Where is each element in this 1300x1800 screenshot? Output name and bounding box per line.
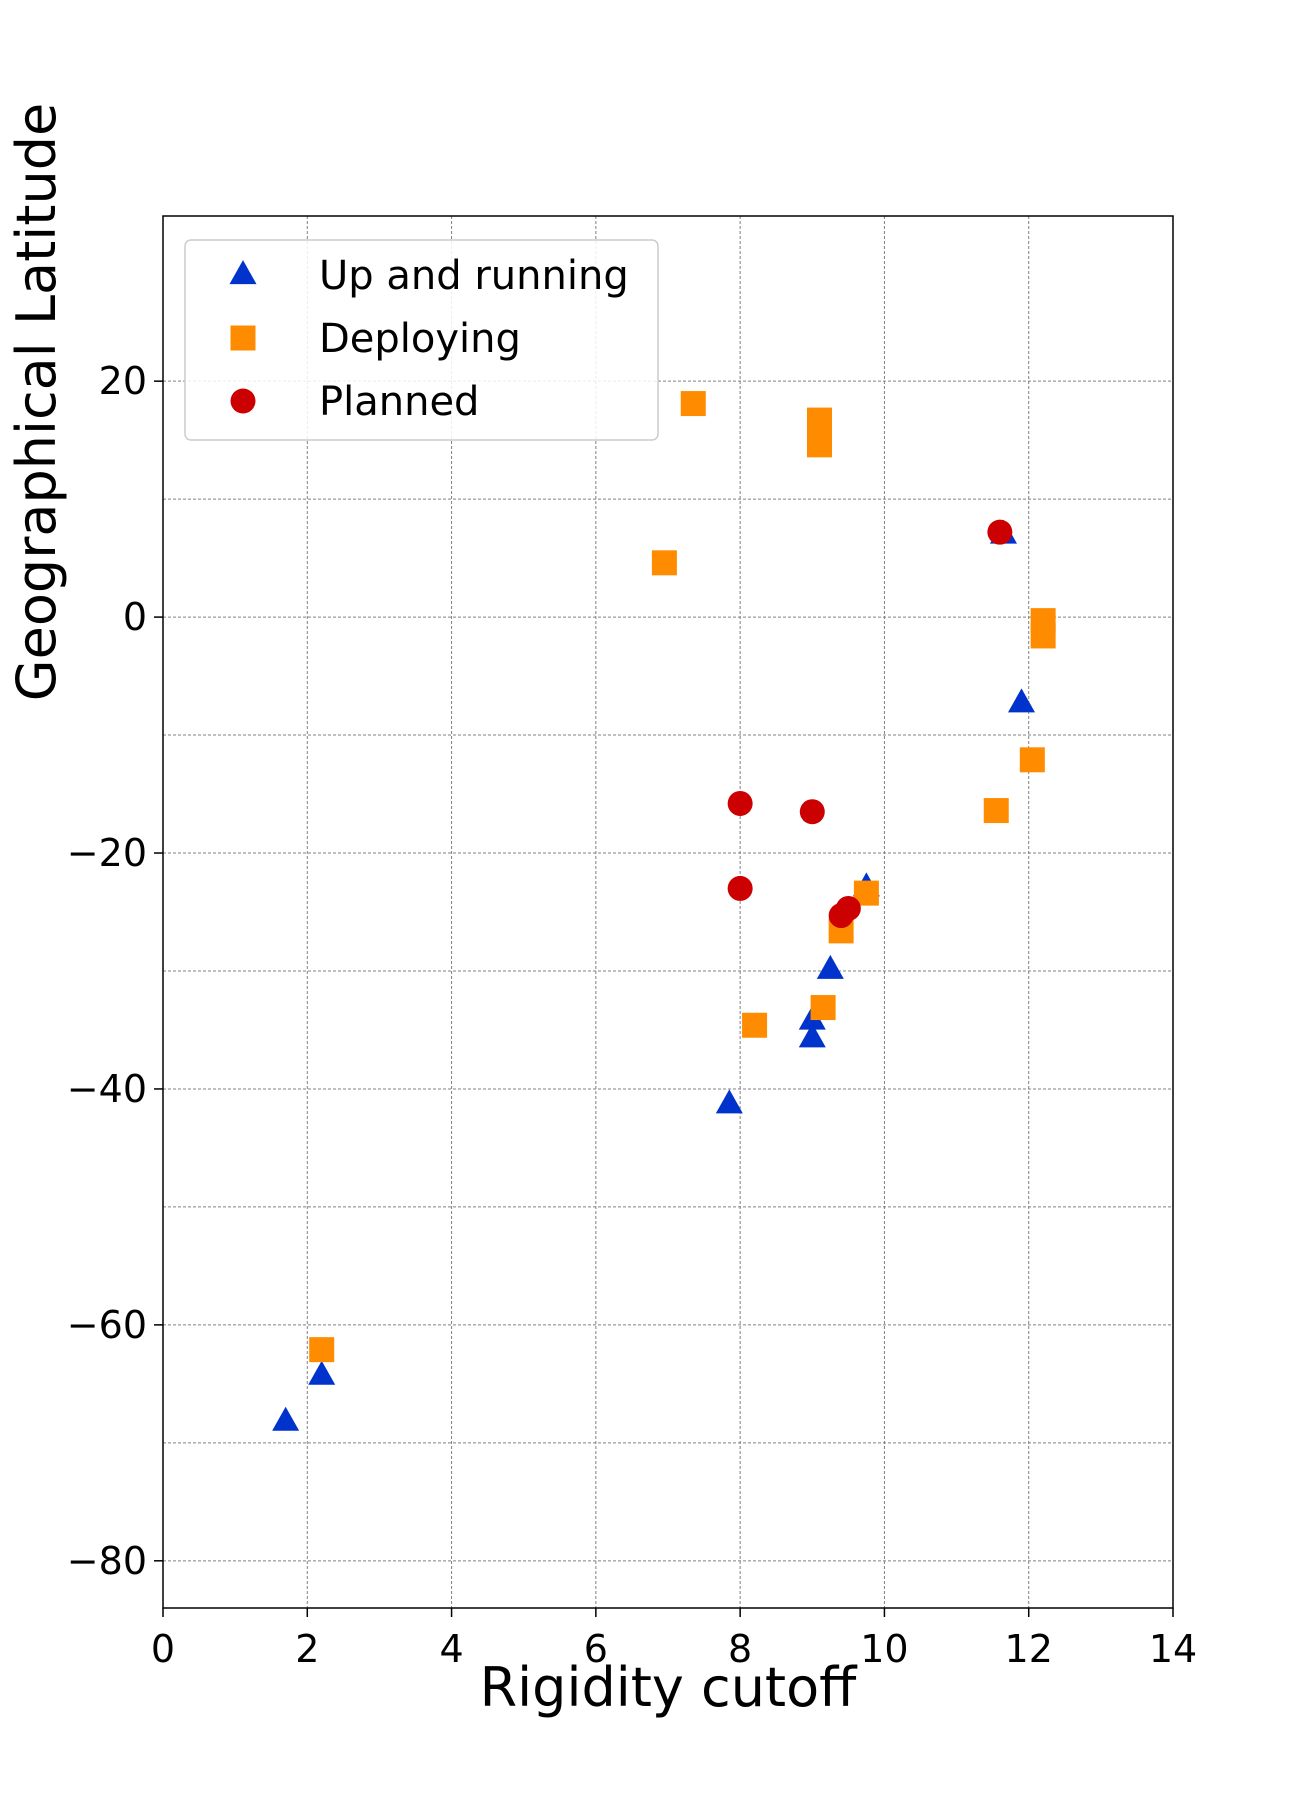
x-tick-label: 6	[584, 1627, 608, 1671]
legend-marker-up-and-running	[229, 260, 257, 285]
grid-layer	[163, 216, 1173, 1608]
planned-point	[835, 895, 861, 921]
up-and-running-point	[816, 954, 844, 979]
deploying-point	[680, 391, 706, 417]
x-tick-label: 12	[1005, 1627, 1053, 1671]
plot-border	[162, 215, 1174, 1609]
up-and-running-point	[798, 1023, 826, 1048]
planned-point	[727, 875, 753, 901]
data-points-layer	[272, 391, 1056, 1431]
deploying-point	[807, 432, 832, 458]
legend: Up and running Deploying Planned	[184, 239, 659, 441]
y-tick-label: −40	[67, 1067, 147, 1111]
up-and-running-point	[272, 1406, 300, 1431]
legend-label-deploying: Deploying	[319, 316, 521, 362]
x-tick-label: 10	[860, 1627, 908, 1671]
tick-layer: 0 2 4 6 8 10 12 14 −80 −60 −40 −20 0 20	[67, 359, 1197, 1671]
legend-box	[184, 239, 659, 441]
y-tick-label: −20	[67, 831, 147, 875]
legend-marker-planned	[230, 388, 256, 414]
legend-label-up-and-running: Up and running	[319, 253, 629, 299]
y-tick-label: 0	[123, 595, 147, 639]
deploying-point	[1019, 747, 1045, 773]
x-tick-label: 2	[295, 1627, 319, 1671]
deploying-point	[1030, 623, 1056, 649]
x-tick-label: 14	[1149, 1627, 1197, 1671]
deploying-point	[309, 1337, 335, 1363]
deploying-point	[983, 798, 1009, 824]
deploying-point	[651, 550, 677, 576]
plot-frame	[162, 215, 1174, 1609]
planned-point	[799, 799, 825, 825]
deploying-point	[742, 1012, 768, 1038]
planned-point	[727, 790, 753, 816]
y-tick-label: −60	[67, 1303, 147, 1347]
legend-label-planned: Planned	[319, 379, 479, 425]
y-axis-title: Geographical Latitude	[5, 103, 68, 701]
planned-point	[987, 519, 1013, 545]
y-tick-label: 20	[99, 359, 147, 403]
y-tick-label: −80	[67, 1539, 147, 1583]
x-tick-label: 8	[728, 1627, 752, 1671]
up-and-running-point	[715, 1089, 743, 1114]
legend-marker-deploying	[230, 325, 256, 351]
x-axis-title: Rigidity cutoff	[480, 1656, 859, 1719]
x-tick-label: 0	[151, 1627, 175, 1671]
up-and-running-point	[1008, 688, 1035, 713]
x-tick-label: 4	[439, 1627, 463, 1671]
deploying-point	[810, 995, 836, 1021]
up-and-running-point	[308, 1360, 336, 1385]
